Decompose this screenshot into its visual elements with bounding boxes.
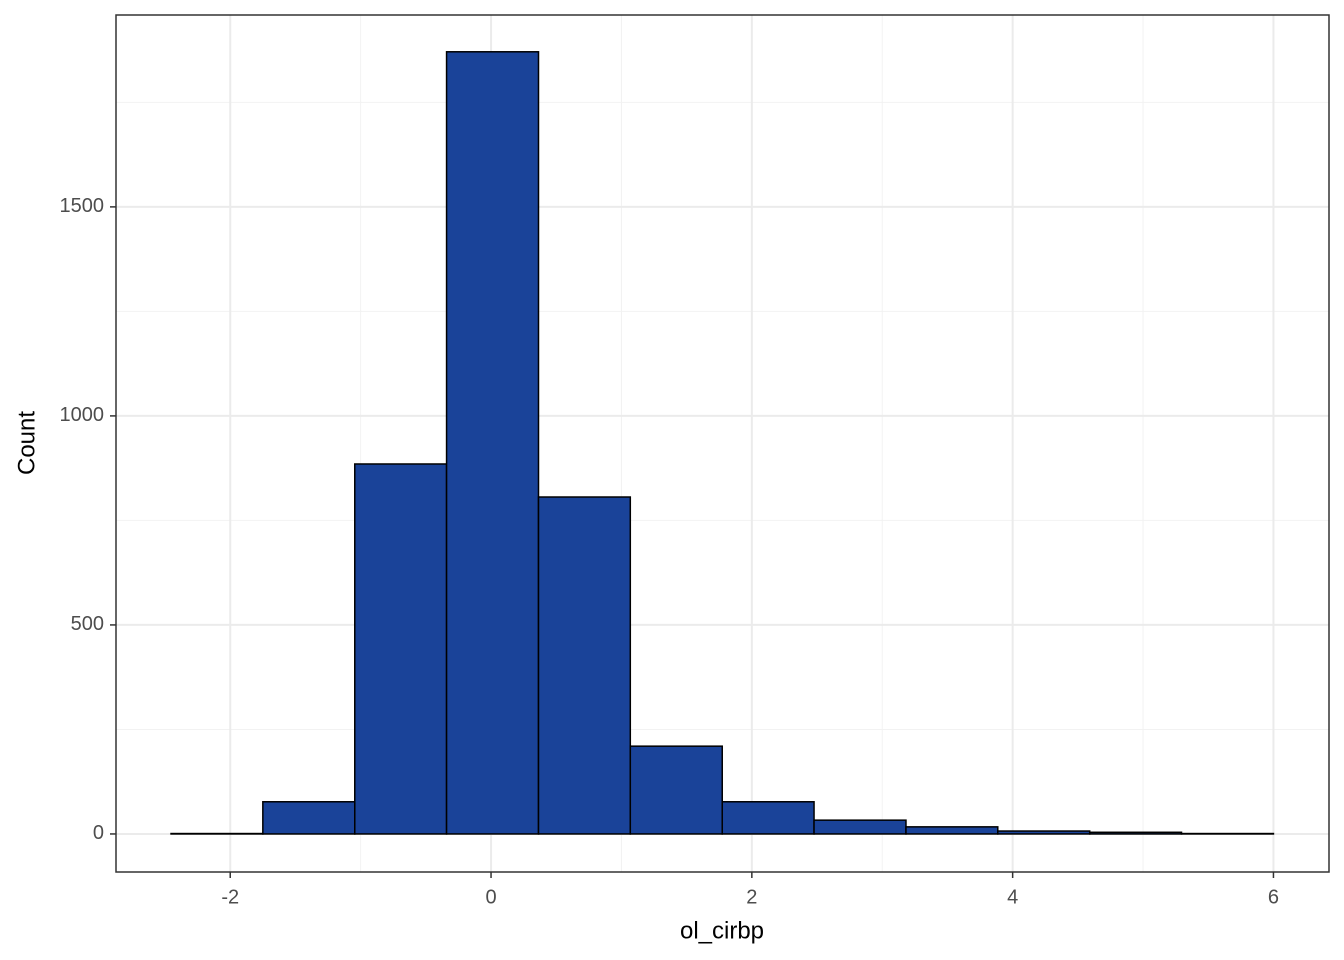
- x-axis-title: ol_cirbp: [680, 917, 764, 944]
- y-axis-title: Count: [13, 411, 40, 475]
- plot-panel: [116, 15, 1329, 872]
- plot-border: [115, 14, 1330, 873]
- x-tick-label: 2: [746, 886, 757, 908]
- y-tick-label: 500: [71, 613, 104, 635]
- bar: [721, 801, 815, 835]
- y-tick-label: 1500: [60, 195, 105, 217]
- bar: [813, 819, 907, 835]
- bar: [905, 826, 999, 835]
- y-tick-label: 0: [93, 822, 104, 844]
- bar: [354, 463, 448, 835]
- x-tick-label: 0: [485, 886, 496, 908]
- x-tick-label: -2: [221, 886, 239, 908]
- bar: [262, 801, 356, 835]
- x-tick-label: 4: [1007, 886, 1018, 908]
- x-tick-label: 6: [1268, 886, 1279, 908]
- bar: [997, 830, 1091, 835]
- bar: [1088, 831, 1183, 835]
- y-tick-label: 1000: [60, 404, 105, 426]
- bar: [537, 496, 632, 835]
- bar: [629, 745, 723, 835]
- bar: [445, 51, 540, 835]
